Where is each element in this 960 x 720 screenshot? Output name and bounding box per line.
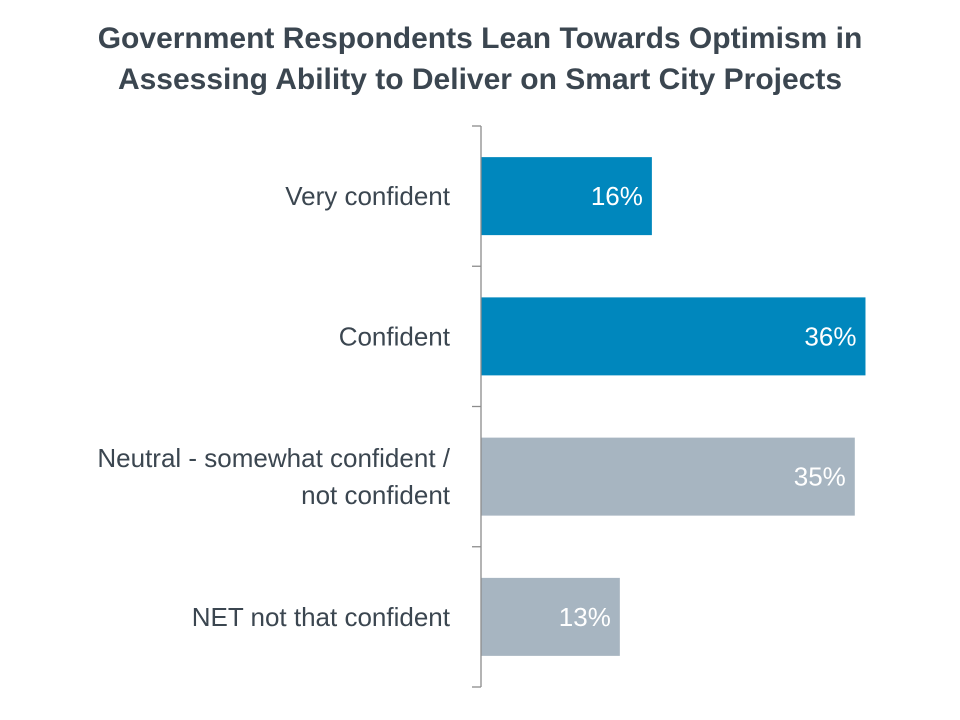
category-label-3-line-1: Neutral - somewhat confident / [97, 443, 450, 473]
chart-title-line-1: Government Respondents Lean Towards Opti… [97, 22, 863, 55]
category-label-4: NET not that confident [192, 602, 451, 632]
value-label-2: 36% [804, 321, 856, 351]
chart-title-line-2: Assessing Ability to Deliver on Smart Ci… [117, 63, 843, 96]
value-label-4: 13% [559, 602, 611, 632]
value-label-3: 35% [794, 462, 846, 492]
bar-3 [481, 437, 855, 516]
category-label-2: Confident [339, 321, 451, 351]
value-label-1: 16% [591, 181, 643, 211]
category-label-1: Very confident [285, 181, 451, 211]
category-label-3-line-2: not confident [301, 480, 451, 510]
bar-1 [481, 157, 652, 236]
bar-2 [481, 297, 866, 376]
chart-title: Government Respondents Lean Towards Opti… [0, 18, 960, 100]
bar-4 [481, 577, 620, 656]
